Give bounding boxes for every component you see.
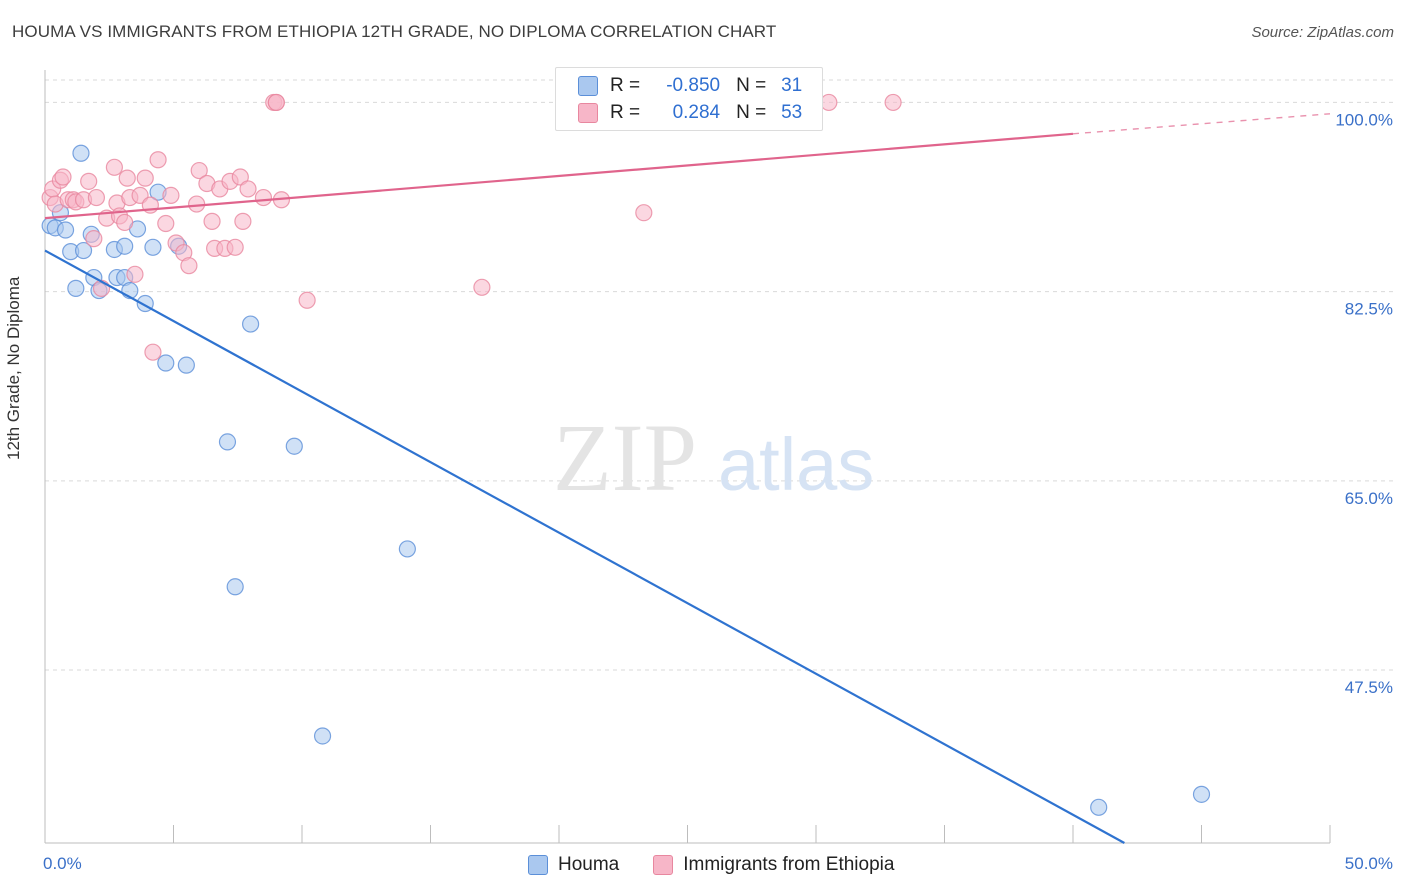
ethiopia-point [203, 212, 221, 230]
y-tick-label: 100.0% [1335, 110, 1393, 129]
houma-point [56, 221, 75, 239]
ethiopia-point [298, 291, 316, 309]
source-credit: Source: ZipAtlas.com [1251, 24, 1394, 41]
legend-item-houma[interactable]: Houma [528, 854, 619, 876]
ethiopia-swatch [653, 855, 674, 875]
y-tick-label: 47.5% [1345, 678, 1393, 697]
ethiopia-point [190, 161, 208, 180]
houma-point [313, 727, 332, 745]
ethiopia-swatch [578, 103, 598, 123]
ethiopia-point [635, 204, 653, 222]
ethiopia-point [188, 195, 206, 213]
houma-point [67, 279, 85, 297]
ethiopia-trend-line [44, 132, 1074, 220]
ethiopia-trend-extension [1072, 113, 1331, 135]
legend-item-ethiopia[interactable]: Immigrants from Ethiopia [653, 854, 894, 876]
houma-point [116, 237, 134, 255]
watermark: ZIP atlas [553, 404, 874, 511]
legend-n-label: N = [736, 102, 767, 123]
legend-label-ethiopia: Immigrants from Ethiopia [683, 854, 895, 875]
legend-r-label: R = [610, 102, 641, 123]
ethiopia-point [234, 212, 252, 230]
ethiopia-point [118, 169, 136, 187]
ethiopia-point [254, 188, 273, 207]
y-tick-label: 82.5% [1345, 300, 1393, 319]
houma-swatch [528, 855, 548, 875]
houma-point [74, 241, 93, 260]
legend-n-value: 31 [781, 75, 803, 96]
legend-n-value: 53 [781, 102, 803, 123]
houma-point [1090, 798, 1108, 816]
ethiopia-point [116, 213, 134, 232]
houma-point [226, 578, 244, 596]
ethiopia-point [105, 158, 123, 176]
houma-point [218, 433, 237, 451]
legend-row-ethiopia: R = 0.284 N = 53 [578, 100, 802, 126]
ethiopia-point [884, 93, 902, 112]
tick-labels: 100.0% 82.5% 65.0% 47.5% 0.0% 50.0% [43, 110, 1393, 873]
legend-label-houma: Houma [558, 854, 620, 875]
ethiopia-point [820, 93, 838, 112]
houma-point [177, 356, 195, 374]
houma-point [72, 144, 90, 162]
houma-point [157, 354, 175, 372]
ethiopia-point [162, 186, 180, 205]
houma-trend-line [44, 249, 1125, 844]
correlation-legend: R = -0.850 N = 31 R = 0.284 N = 53 [555, 67, 823, 131]
ethiopia-point [267, 93, 285, 112]
watermark-atlas: atlas [718, 423, 874, 506]
legend-r-value: 0.284 [672, 102, 721, 123]
chart-title: HOUMA VS IMMIGRANTS FROM ETHIOPIA 12TH G… [12, 22, 777, 41]
legend-r-label: R = [610, 75, 641, 96]
houma-point [1192, 785, 1211, 803]
y-tick-label: 65.0% [1345, 489, 1393, 508]
ethiopia-point [80, 172, 98, 190]
x-tick-label: 50.0% [1345, 854, 1393, 873]
legend-row-houma: R = -0.850 N = 31 [578, 73, 802, 99]
ethiopia-point [85, 230, 103, 248]
houma-swatch [578, 76, 598, 96]
ethiopia-point [473, 278, 491, 296]
houma-point [398, 540, 416, 558]
x-tick-label: 0.0% [43, 854, 82, 873]
ethiopia-point [157, 214, 175, 233]
ethiopia-point [180, 257, 198, 275]
houma-point [242, 315, 260, 333]
houma-point [144, 238, 162, 256]
ethiopia-point [149, 151, 167, 169]
ethiopia-point [231, 168, 249, 186]
legend-r-value: -0.850 [666, 75, 721, 96]
data-points [41, 93, 1211, 816]
y-axis-label: 12th Grade, No Diploma [4, 276, 23, 460]
ethiopia-point [226, 238, 244, 256]
houma-point [285, 437, 303, 455]
legend-n-label: N = [736, 75, 767, 96]
trend-lines [44, 113, 1331, 844]
watermark-zip: ZIP [553, 404, 697, 511]
ethiopia-point [144, 343, 162, 361]
ethiopia-point [136, 169, 154, 187]
ethiopia-point [54, 168, 72, 186]
ethiopia-point [126, 265, 144, 283]
series-legend: Houma Immigrants from Ethiopia [528, 852, 928, 878]
ethiopia-point [239, 180, 257, 198]
ethiopia-point [87, 188, 106, 207]
grid-lines [45, 79, 1393, 671]
